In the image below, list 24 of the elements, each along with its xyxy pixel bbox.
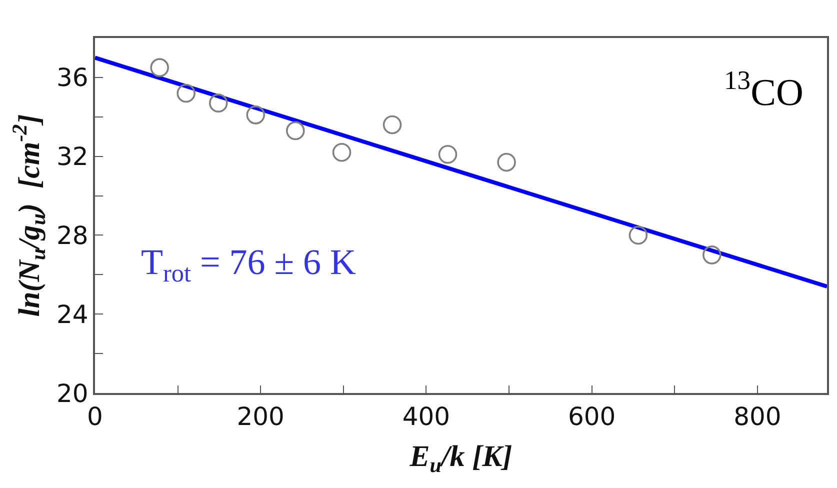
- x-tick-label: 200: [236, 402, 284, 431]
- y-tick-label: 36: [56, 63, 88, 92]
- point: [246, 106, 266, 124]
- annotation: $^{13}$CO: [724, 65, 804, 114]
- x-tick-label: 0: [87, 402, 103, 431]
- y-tick-label: 24: [56, 300, 88, 329]
- y-tick-label: 28: [56, 220, 88, 250]
- x-axis-title: E$_{u}$/k [K]: [408, 440, 512, 478]
- point: [286, 121, 305, 140]
- annotation: T$_{rot}$ = 76 ± 6 K: [141, 242, 356, 288]
- x-tick-label: 800: [734, 402, 782, 431]
- point: [497, 152, 516, 172]
- point: [382, 115, 402, 134]
- point: [150, 58, 169, 77]
- point: [628, 226, 648, 245]
- point: [332, 142, 352, 162]
- point: [208, 94, 228, 112]
- x-tick-label: 400: [402, 402, 450, 431]
- y-tick-label: 32: [56, 142, 88, 172]
- point: [438, 144, 458, 164]
- y-tick-label: 20: [56, 378, 88, 408]
- x-tick-label: 600: [568, 402, 616, 431]
- point: [702, 246, 722, 264]
- point: [176, 84, 196, 103]
